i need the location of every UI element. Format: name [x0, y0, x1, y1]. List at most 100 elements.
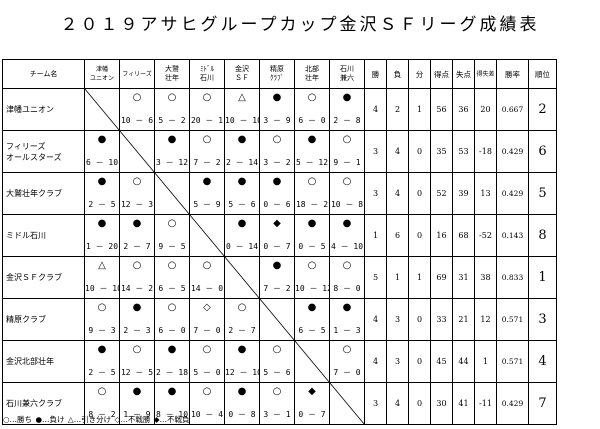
match-result-cell: ● 6 － 10: [84, 130, 120, 173]
result-mark: ○: [307, 92, 317, 103]
stat-points-for: 56: [430, 88, 453, 131]
team-name: 金沢ＳＦクラブ: [2, 256, 85, 299]
stat-header-rank: 順位: [528, 59, 557, 89]
result-mark: ○: [342, 344, 352, 355]
header-row: チーム名 津幡 ユニオン フィリーズ 大鷲 壮年 ﾐﾄﾞﾙ 石川 金沢 ＳＦ 精原 ｸﾗﾌ…: [2, 59, 557, 89]
result-mark: ●: [202, 176, 212, 187]
stat-draws: 0: [408, 382, 431, 425]
match-result-cell: ● 5 － 9: [189, 172, 225, 215]
stat-points-against: 68: [452, 214, 475, 257]
match-result-cell: ● 6 － 5: [294, 298, 330, 341]
opponent-header-line: 津幡: [95, 66, 108, 73]
match-score: 0 － 7: [263, 242, 291, 251]
page-title: ２０１９アサヒグループカップ金沢ＳＦリーグ成績表: [60, 15, 540, 35]
result-mark: ●: [132, 302, 142, 313]
match-result-cell: ● 2 － 18: [154, 340, 190, 383]
stat-rank: 7: [528, 382, 557, 425]
stat-losses: 1: [386, 256, 409, 299]
match-score: 5 － 2: [158, 116, 186, 125]
result-mark: ○: [167, 218, 177, 229]
stat-wins: 1: [364, 214, 387, 257]
stat-points-for: 45: [430, 340, 453, 383]
stat-rank: 1: [528, 256, 557, 299]
match-result-cell: ○ 7 － 0: [329, 340, 365, 383]
match-score: 5 － 12: [295, 158, 329, 167]
result-mark: ○: [202, 134, 212, 145]
opponent-header-line: 金沢: [235, 65, 249, 73]
result-mark: ○: [202, 386, 212, 397]
result-mark: ○: [237, 302, 247, 313]
team-row: フィリーズ オールスターズ ● 6 － 10 ● 3 － 12 ○ 7 － 2 ● 2 － 14 ○…: [2, 130, 557, 173]
match-result-cell: ○ 7 － 2: [189, 130, 225, 173]
stat-rank: 6: [528, 130, 557, 173]
match-result-cell: ○ 14 － 2: [119, 256, 155, 299]
opponent-header-line: ＳＦ: [235, 74, 249, 82]
opponent-header: 精原 ｸﾗﾌﾞ: [259, 59, 295, 89]
match-score: 10 － 12: [295, 284, 330, 293]
stat-difference: -52: [474, 214, 497, 257]
result-mark: ●: [272, 260, 282, 271]
match-score: 9 － 5: [158, 242, 186, 251]
team-row: 津幡ユニオン ○ 10 － 6 ○ 5 － 2 ○ 20 － 1 △ 10 － 10 ● 3 － 9…: [2, 88, 557, 131]
match-score: 5 － 6: [263, 368, 291, 377]
match-result-cell: ○ 14 － 0: [189, 256, 225, 299]
stat-win-rate: 0.667: [496, 88, 529, 131]
self-match-cell: [189, 214, 225, 257]
opponent-header-line: 精原: [270, 65, 284, 73]
match-result-cell: ● 2 － 3: [119, 298, 155, 341]
match-score: 4 － 10: [330, 242, 364, 251]
team-name: 大鷲壮年クラブ: [2, 172, 85, 215]
stat-wins: 3: [364, 130, 387, 173]
stat-header-points-against: 失点: [452, 59, 475, 89]
match-score: 6 － 0: [158, 326, 186, 335]
match-score: 20 － 1: [190, 116, 224, 125]
opponent-header-line: ｸﾗﾌﾞ: [270, 74, 284, 82]
result-mark: ●: [132, 218, 142, 229]
result-mark: ○: [202, 92, 212, 103]
stat-difference: 38: [474, 256, 497, 299]
self-match-cell: [224, 256, 260, 299]
match-result-cell: ● 5 － 12: [294, 130, 330, 173]
stat-wins: 3: [364, 382, 387, 425]
result-mark: ●: [97, 344, 107, 355]
match-score: 7 － 0: [333, 368, 361, 377]
match-result-cell: ● 0 － 6: [259, 172, 295, 215]
stat-header-points-for: 得点: [430, 59, 453, 89]
stat-points-against: 44: [452, 340, 475, 383]
result-mark: ○: [307, 176, 317, 187]
stat-header-wins: 勝: [364, 59, 387, 89]
match-score: 10 － 4: [190, 410, 224, 419]
result-mark: ○: [272, 134, 282, 145]
result-mark: ◇: [203, 302, 211, 313]
opponent-header-line: 石川: [200, 74, 214, 82]
match-result-cell: ● 1 － 3: [329, 298, 365, 341]
opponent-header-line: ﾐﾄﾞﾙ: [200, 65, 214, 73]
team-name-line: 金沢北部壮年: [6, 357, 54, 366]
opponent-header-line: 大鷲: [165, 65, 179, 73]
stat-rank: 8: [528, 214, 557, 257]
stat-draws: 0: [408, 340, 431, 383]
match-score: 7 － 2: [263, 284, 291, 293]
stat-win-rate: 0.571: [496, 298, 529, 341]
team-name-line: フィリーズ: [6, 141, 46, 151]
opponent-header-line: 壮年: [165, 74, 179, 82]
result-mark: ○: [342, 176, 352, 187]
match-result-cell: ○ 9 － 5: [154, 214, 190, 257]
team-name: ミドル石川: [2, 214, 85, 257]
result-mark: ●: [237, 386, 247, 397]
result-mark: ○: [97, 302, 107, 313]
result-mark: ●: [167, 344, 177, 355]
team-row: 金沢ＳＦクラブ △ 10 － 10 ○ 14 － 2 ○ 6 － 5 ○ 14 － 0 ● 7 － …: [2, 256, 557, 299]
match-score: 0 － 7: [298, 410, 326, 419]
self-match-cell: [294, 340, 330, 383]
match-result-cell: ○ 12 － 3: [119, 172, 155, 215]
opponent-header-line: ユニオン: [89, 75, 114, 82]
match-score: 12 － 5: [120, 368, 154, 377]
stat-losses: 6: [386, 214, 409, 257]
stat-wins: 4: [364, 88, 387, 131]
stat-difference: 1: [474, 340, 497, 383]
result-mark: ●: [237, 176, 247, 187]
result-mark: ●: [342, 302, 352, 313]
match-score: 0 － 14: [225, 242, 259, 251]
result-mark: ●: [272, 176, 282, 187]
